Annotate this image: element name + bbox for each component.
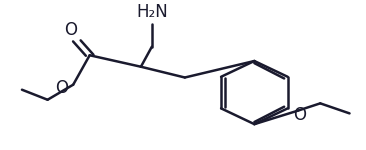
Text: O: O (55, 79, 68, 97)
Text: O: O (294, 106, 307, 124)
Text: H₂N: H₂N (136, 3, 168, 21)
Text: O: O (64, 21, 77, 39)
